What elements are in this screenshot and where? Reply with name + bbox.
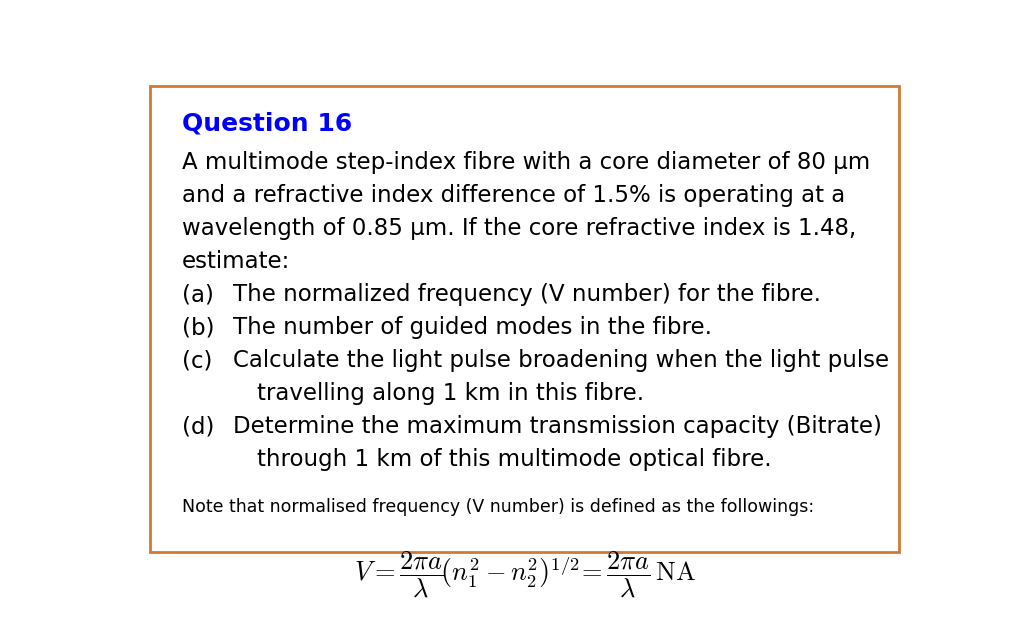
Text: (a): (a) — [182, 284, 214, 306]
Text: The number of guided modes in the fibre.: The number of guided modes in the fibre. — [232, 316, 712, 339]
Text: and a refractive index difference of 1.5% is operating at a: and a refractive index difference of 1.5… — [182, 184, 845, 207]
Text: Note that normalised frequency (V number) is defined as the followings:: Note that normalised frequency (V number… — [182, 498, 814, 515]
Text: (d): (d) — [182, 415, 214, 438]
Text: Calculate the light pulse broadening when the light pulse: Calculate the light pulse broadening whe… — [232, 349, 889, 372]
Text: (c): (c) — [182, 349, 212, 372]
FancyBboxPatch shape — [151, 86, 899, 552]
Text: wavelength of 0.85 μm. If the core refractive index is 1.48,: wavelength of 0.85 μm. If the core refra… — [182, 217, 856, 240]
Text: travelling along 1 km in this fibre.: travelling along 1 km in this fibre. — [257, 382, 644, 405]
Text: Determine the maximum transmission capacity (Bitrate): Determine the maximum transmission capac… — [232, 415, 882, 438]
Text: Question 16: Question 16 — [182, 111, 352, 135]
Text: A multimode step-index fibre with a core diameter of 80 μm: A multimode step-index fibre with a core… — [182, 151, 870, 175]
Text: The normalized frequency (V number) for the fibre.: The normalized frequency (V number) for … — [232, 284, 821, 306]
Text: through 1 km of this multimode optical fibre.: through 1 km of this multimode optical f… — [257, 448, 772, 471]
Text: $V = \dfrac{2\pi a}{\lambda}\!\left(n_1^2 - n_2^2\right)^{1/2}\! = \dfrac{2\pi a: $V = \dfrac{2\pi a}{\lambda}\!\left(n_1^… — [353, 549, 696, 598]
Text: estimate:: estimate: — [182, 250, 290, 273]
Text: (b): (b) — [182, 316, 214, 339]
